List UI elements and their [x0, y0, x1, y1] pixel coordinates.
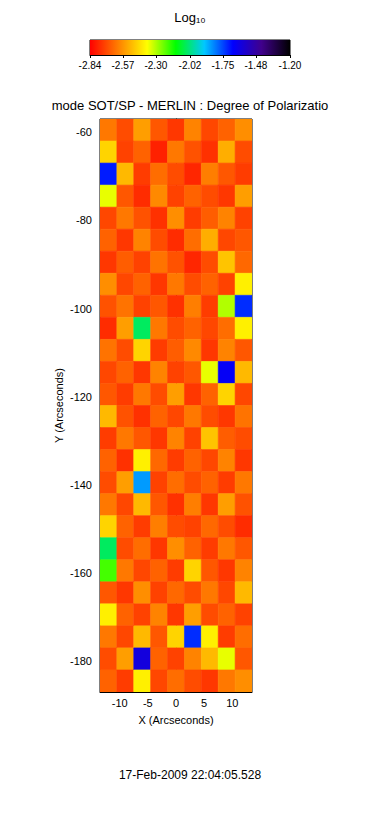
svg-text:-120: -120 [70, 391, 92, 403]
svg-text:Y (Arcseconds): Y (Arcseconds) [53, 368, 65, 443]
svg-text:-180: -180 [70, 655, 92, 667]
svg-text:17-Feb-2009 22:04:05.528: 17-Feb-2009 22:04:05.528 [119, 768, 261, 782]
svg-text:-2.84: -2.84 [79, 60, 102, 71]
svg-text:0: 0 [173, 697, 179, 709]
svg-text:-160: -160 [70, 567, 92, 579]
svg-text:mode SOT/SP - MERLIN : Degree: mode SOT/SP - MERLIN : Degree of Polariz… [52, 98, 328, 113]
svg-text:-5: -5 [143, 697, 153, 709]
svg-text:-1.20: -1.20 [279, 60, 302, 71]
svg-text:-2.02: -2.02 [179, 60, 202, 71]
svg-text:-2.57: -2.57 [112, 60, 135, 71]
svg-text:-140: -140 [70, 479, 92, 491]
svg-text:10: 10 [226, 697, 238, 709]
svg-text:-2.30: -2.30 [144, 60, 167, 71]
svg-text:5: 5 [201, 697, 207, 709]
svg-text:-1.75: -1.75 [212, 60, 235, 71]
svg-text:-1.48: -1.48 [244, 60, 267, 71]
svg-text:-60: -60 [76, 126, 92, 138]
svg-text:X (Arcseconds): X (Arcseconds) [138, 714, 213, 726]
svg-text:Log₁₀: Log₁₀ [174, 10, 205, 25]
svg-text:-80: -80 [76, 214, 92, 226]
svg-text:-10: -10 [112, 697, 128, 709]
svg-text:-100: -100 [70, 303, 92, 315]
